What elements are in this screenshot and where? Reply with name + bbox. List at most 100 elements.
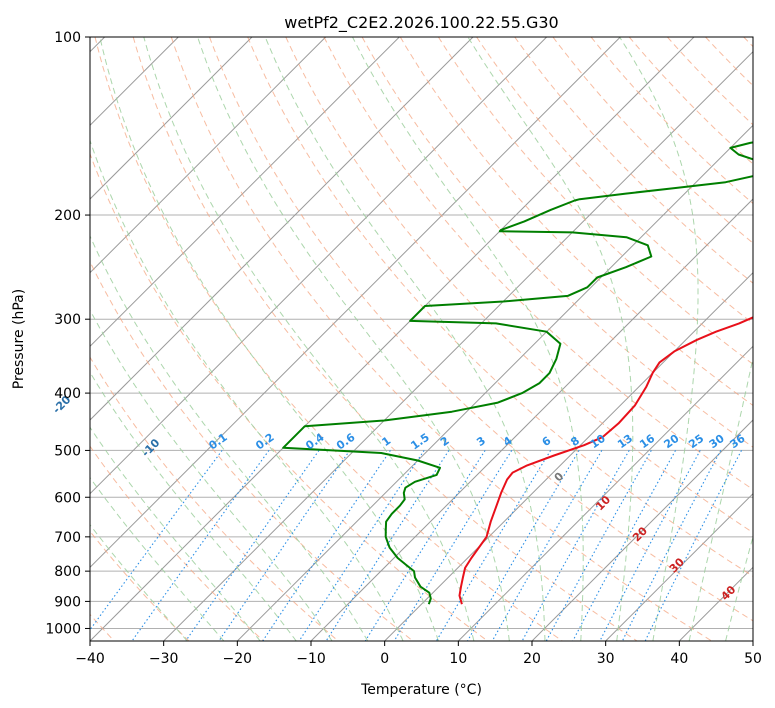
mixing-ratio-line <box>572 450 676 641</box>
y-tick-label: 200 <box>54 208 81 224</box>
mixing-ratio-label: 1.5 <box>408 431 431 453</box>
mixing-ratio-label: 0.6 <box>334 430 358 452</box>
y-tick-label: 300 <box>54 312 81 328</box>
mixing-ratio-line <box>262 450 391 641</box>
moist-adiabat-line <box>90 426 261 641</box>
dry-adiabat-line <box>132 37 638 641</box>
x-axis-label: Temperature (°C) <box>360 682 482 698</box>
dry-adiabat-line <box>94 37 563 641</box>
isotherm-line <box>457 345 753 641</box>
isotherm-line <box>90 37 695 641</box>
dry-adiabat-line <box>667 37 753 126</box>
moist-adiabat-line <box>725 534 753 641</box>
mixing-ratio-line <box>599 450 701 641</box>
dry-adiabat-line <box>323 37 753 491</box>
y-tick-label: 400 <box>54 386 81 402</box>
y-tick-label: 600 <box>54 490 81 506</box>
mixing-ratio-line <box>298 450 425 641</box>
isotherm-line <box>90 37 621 569</box>
mixing-ratio-label: 6 <box>540 434 554 449</box>
isotherm-line <box>90 37 400 348</box>
x-tick-label: −30 <box>149 651 179 667</box>
mixing-ratio-line <box>491 450 603 641</box>
x-tick-label: 0 <box>380 651 389 667</box>
moist-adiabat-label: 30 <box>667 555 687 575</box>
mixing-ratio-line <box>545 450 652 641</box>
isotherm-line <box>90 37 548 495</box>
isotherm-line <box>90 37 474 421</box>
axes: −40 −30 −20 −10 0 10 20 30 40 5010020030040050060… <box>45 30 762 667</box>
profile-series <box>282 141 753 605</box>
x-tick-label: 20 <box>523 651 541 667</box>
mixing-ratio-label: 3 <box>474 434 488 449</box>
y-tick-label: 500 <box>54 443 81 459</box>
dry-adiabat-line <box>90 260 414 641</box>
y-tick-label: 700 <box>54 530 81 546</box>
moist-adiabat-line <box>90 523 188 641</box>
mixing-ratio-line <box>185 450 320 641</box>
moist-adiabat-line <box>90 138 404 641</box>
dry-adiabat-line <box>90 530 190 641</box>
isotherm-line <box>678 566 753 641</box>
mixing-ratio-label: 30 <box>707 432 727 452</box>
y-tick-label: 900 <box>54 594 81 610</box>
mixing-ratio-label: 13 <box>615 432 635 451</box>
moist-adiabat-label: 10 <box>593 493 613 513</box>
dewpoint-profile-line <box>282 141 753 605</box>
x-tick-label: −20 <box>223 651 253 667</box>
x-tick-label: 40 <box>670 651 688 667</box>
dry-adiabat-line <box>743 37 753 48</box>
moist-adiabat-label: 20 <box>630 524 650 544</box>
dry-adiabat-line <box>90 445 264 641</box>
dry-adiabat-line <box>552 37 753 244</box>
y-tick-label: 800 <box>54 564 81 580</box>
dry-adiabat-line <box>285 37 753 534</box>
isotherm-line <box>605 492 753 641</box>
dry-adiabat-line <box>247 37 753 577</box>
mixing-ratio-line <box>90 450 223 631</box>
mixing-ratio-label: 1 <box>380 434 394 449</box>
dry-adiabat-line <box>90 356 339 641</box>
dry-adiabat-line <box>437 37 753 365</box>
temperature-profile-line <box>458 316 753 605</box>
mixing-ratio-line <box>393 450 513 641</box>
dry-adiabat-line <box>170 37 712 641</box>
y-axis-label: Pressure (hPa) <box>11 289 27 389</box>
mixing-ratio-label: 4 <box>501 434 515 449</box>
mixing-ratio-line <box>364 450 486 641</box>
isotherm-line <box>90 37 327 274</box>
mixing-ratio-label: 2 <box>438 434 452 449</box>
isotherm-line <box>163 50 753 641</box>
isotherm-line <box>531 419 753 641</box>
moist-adiabat-line <box>619 37 699 641</box>
moist-adiabat-line <box>197 37 510 641</box>
x-tick-label: −40 <box>75 651 105 667</box>
moist-adiabat-line <box>143 37 475 641</box>
isotherm-line <box>90 37 253 200</box>
x-tick-label: 10 <box>449 651 467 667</box>
mixing-ratio-line <box>467 450 580 641</box>
moist-adiabat-line <box>762 37 775 641</box>
plot-background-lines <box>90 37 775 641</box>
mixing-ratio-line <box>218 450 351 641</box>
mixing-ratio-line <box>521 450 630 641</box>
moist-adiabat-line <box>688 355 753 641</box>
y-tick-label: 100 <box>54 30 81 46</box>
moist-adiabat-line <box>99 37 439 641</box>
chart-title: wetPf2_C2E2.2026.100.22.55.G30 <box>284 13 558 33</box>
plot-frame <box>89 36 754 642</box>
isotherm-line <box>752 640 753 641</box>
isotherm-line <box>384 271 753 641</box>
mixing-ratio-line <box>435 450 552 641</box>
moist-adiabat-label: 0 <box>552 470 567 485</box>
x-tick-label: −10 <box>296 651 326 667</box>
moist-adiabat-line <box>90 234 369 641</box>
dry-adiabat-line <box>90 152 488 641</box>
dry-adiabat-line <box>209 37 753 622</box>
x-tick-label: 30 <box>597 651 615 667</box>
moist-adiabat-line <box>352 37 584 641</box>
moist-adiabat-line <box>467 37 634 641</box>
mixing-ratio-label: 0.1 <box>206 431 229 453</box>
moist-adiabat-line <box>90 309 333 641</box>
